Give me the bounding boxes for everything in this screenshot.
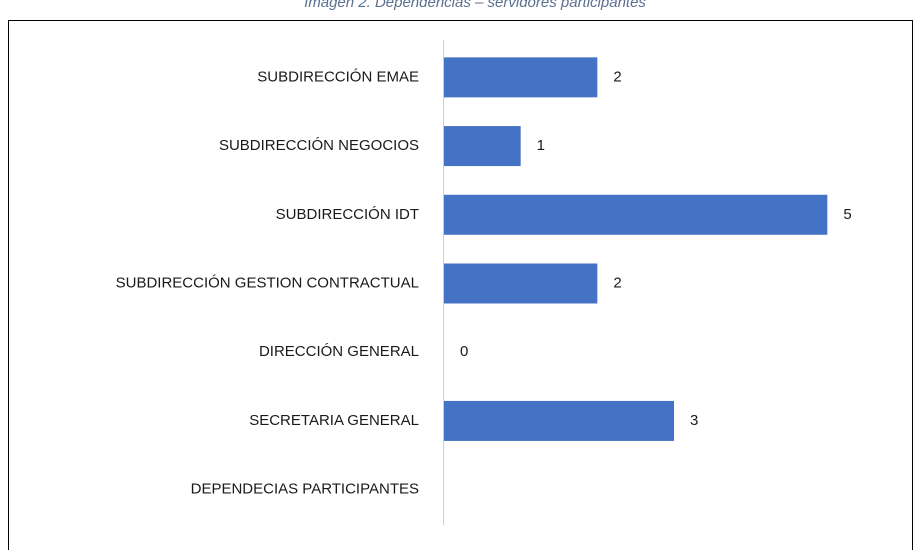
y-tick-label: SUBDIRECCIÓN EMAE	[257, 68, 419, 85]
y-tick-label: SUBDIRECCIÓN NEGOCIOS	[219, 137, 419, 154]
data-label: 2	[613, 274, 621, 291]
bar	[444, 194, 828, 235]
data-label: 3	[690, 412, 698, 429]
data-label: 5	[843, 206, 851, 223]
bar	[444, 57, 598, 98]
bar	[444, 400, 674, 441]
bar	[444, 263, 598, 304]
data-label: 1	[537, 137, 545, 154]
bar	[444, 126, 521, 167]
data-label: 0	[460, 343, 468, 360]
data-label: 2	[613, 68, 621, 85]
y-tick-label: SUBDIRECCIÓN IDT	[276, 206, 419, 223]
y-tick-label: SUBDIRECCIÓN GESTION CONTRACTUAL	[116, 274, 419, 291]
y-tick-label: DEPENDECIAS PARTICIPANTES	[191, 481, 419, 498]
y-tick-label: DIRECCIÓN GENERAL	[259, 343, 419, 360]
y-tick-label: SECRETARIA GENERAL	[249, 412, 419, 429]
chart-title: Imagen 2. Dependencias – servidores part…	[304, 0, 646, 11]
